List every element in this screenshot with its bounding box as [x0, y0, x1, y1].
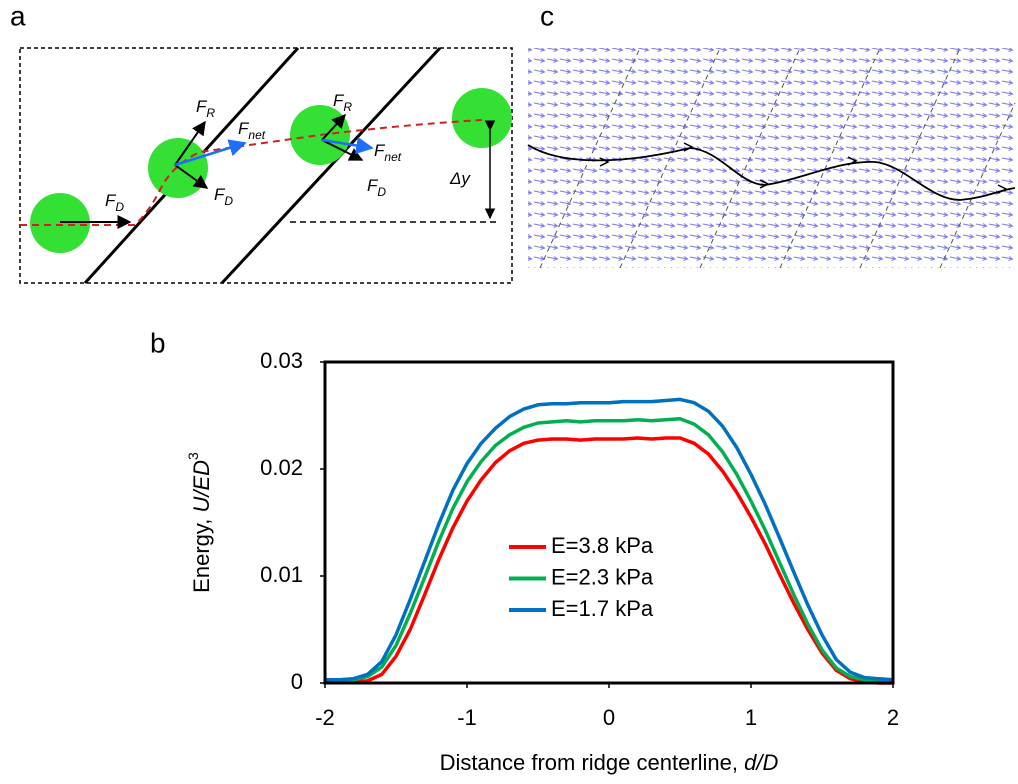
ridges	[539, 47, 1016, 269]
label-sub: D	[224, 194, 233, 208]
trajectory	[20, 119, 483, 226]
x-tick-label: -1	[457, 705, 477, 730]
force-label: FD	[214, 185, 233, 208]
force-label: FD	[105, 191, 124, 214]
label-sub: R	[343, 100, 352, 114]
label-main: F	[367, 176, 379, 195]
y-label-text: Energy,	[189, 513, 214, 593]
label-sub: R	[206, 106, 215, 120]
series-line	[325, 416, 894, 684]
label-sub: D	[377, 185, 386, 199]
force-label: Fnet	[238, 119, 266, 142]
series-line	[325, 397, 894, 682]
x-label-var: d/D	[744, 750, 778, 775]
force-label: Δy	[449, 169, 471, 188]
diagram-c	[527, 47, 1016, 269]
trajectory	[527, 144, 1016, 201]
legend-label: E=2.3 kPa	[551, 564, 654, 589]
x-tick-label: 0	[603, 705, 615, 730]
series-line	[325, 436, 893, 685]
legend-label: E=1.7 kPa	[551, 596, 654, 621]
frame	[19, 47, 513, 284]
arrow	[174, 164, 209, 189]
cell	[290, 105, 350, 165]
arrow	[174, 120, 206, 166]
arrow	[174, 139, 247, 167]
label-main: F	[214, 185, 226, 204]
force-label: FR	[333, 91, 352, 114]
y-tick-label: 0.02	[260, 455, 303, 480]
x-label-text: Distance from ridge centerline,	[440, 750, 744, 775]
label-sub: net	[384, 150, 401, 164]
arrow	[321, 139, 364, 161]
y-tick-label: 0.03	[260, 348, 303, 373]
legend-label: E=3.8 kPa	[551, 533, 654, 558]
panel-label: a	[10, 0, 26, 31]
label-main: F	[333, 91, 345, 110]
arrow	[321, 113, 346, 141]
label-main: F	[105, 191, 117, 210]
vector-field	[528, 48, 1015, 268]
cell	[452, 88, 512, 148]
panel-label: c	[540, 0, 554, 31]
x-tick-label: -2	[315, 705, 335, 730]
x-axis-label: Distance from ridge centerline, d/D	[440, 750, 779, 775]
panel-label: b	[150, 327, 166, 358]
label-main: F	[374, 141, 386, 160]
force-label: Fnet	[374, 141, 402, 164]
y-tick-label: 0	[291, 669, 303, 694]
chart: 0 0.01 0.02 0.03 -2 -1 0 1 2 E=3.8 kPa E=2.3 kPa E=…	[185, 348, 899, 775]
label-main: Δy	[449, 169, 471, 188]
force-label: FD	[367, 176, 386, 199]
label-sub: net	[248, 128, 265, 142]
y-tick-label: 0.01	[260, 562, 303, 587]
y-label-var: U/ED	[189, 460, 214, 513]
force-label: FR	[196, 97, 215, 120]
trajectory-arrows	[599, 142, 1008, 194]
y-axis-label: Energy, U/ED3	[185, 452, 214, 593]
plot-frame	[323, 360, 895, 685]
label-main: F	[196, 97, 208, 116]
x-tick-label: 2	[887, 705, 899, 730]
arrow	[321, 136, 374, 155]
label-main: F	[238, 119, 250, 138]
label-sub: D	[115, 200, 124, 214]
x-tick-label: 1	[745, 705, 757, 730]
ridge	[220, 46, 442, 285]
y-label-sup: 3	[185, 452, 201, 460]
